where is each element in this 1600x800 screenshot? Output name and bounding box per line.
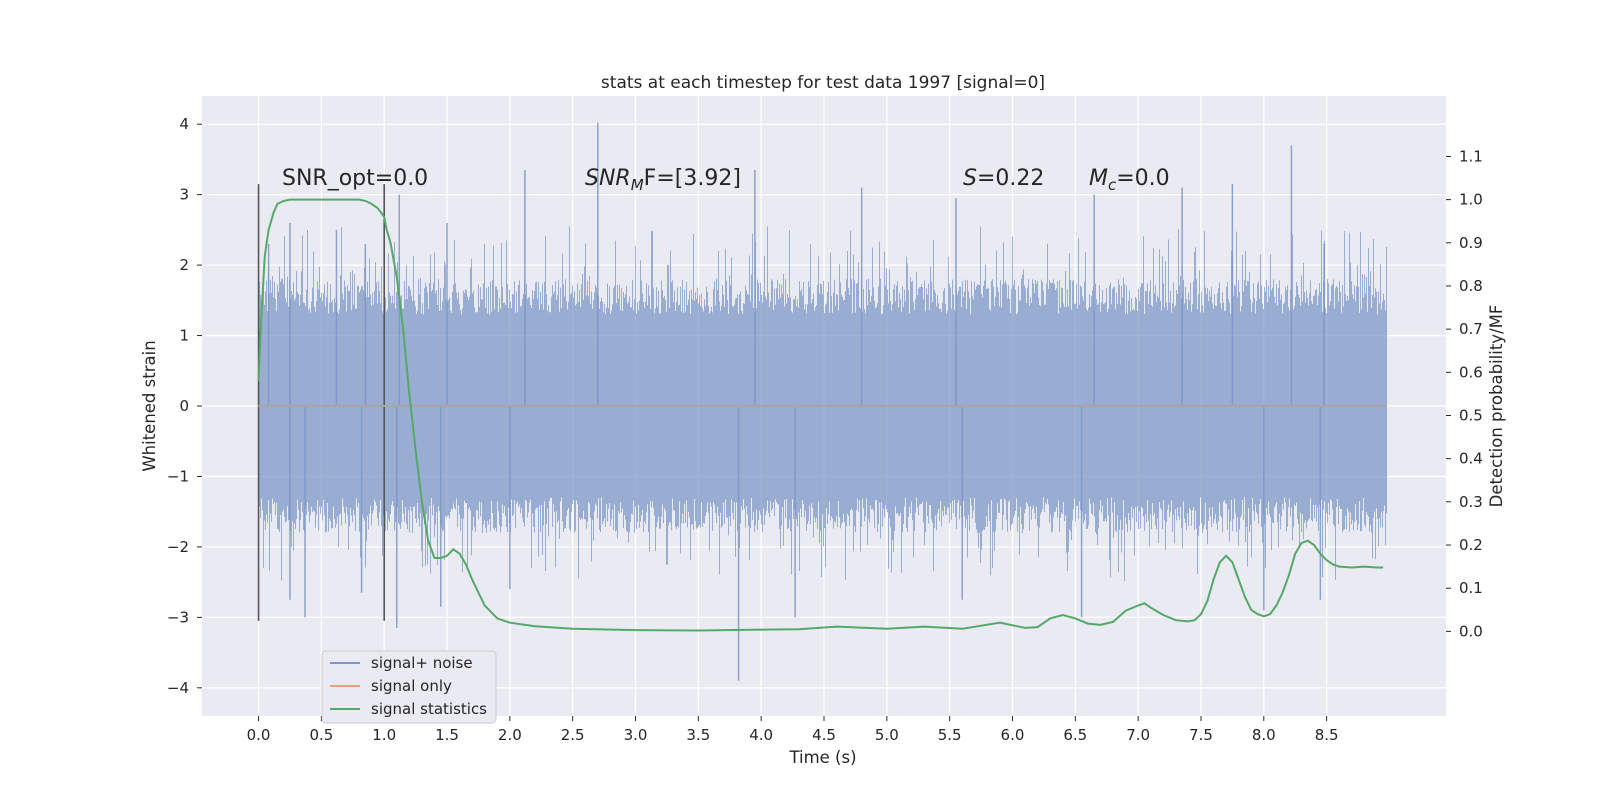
- x-tick-label: 0.0: [247, 726, 271, 744]
- y-left-tick-label: −3: [167, 608, 189, 626]
- y-left-tick-label: −2: [167, 538, 189, 556]
- x-tick-label: 0.5: [309, 726, 333, 744]
- y-right-axis-label: Detection probability/MF: [1487, 305, 1506, 508]
- legend-label-statistics: signal statistics: [371, 700, 487, 718]
- x-tick-label: 3.0: [624, 726, 648, 744]
- x-tick-label: 7.0: [1126, 726, 1150, 744]
- y-right-tick-label: 0.4: [1459, 450, 1483, 468]
- x-tick-label: 7.5: [1189, 726, 1213, 744]
- y-right-tick-label: 1.1: [1459, 147, 1483, 165]
- x-tick-label: 6.0: [1001, 726, 1025, 744]
- legend-label-signal: signal only: [371, 677, 452, 695]
- s-val: =0.22: [977, 166, 1044, 191]
- y-right-axis-ticks: 0.0 0.1 0.2 0.3 0.4 0.5 0.6 0.7 0.8 0.9 1.0 1.1: [1446, 147, 1483, 640]
- snr-mf-rest: F=[3.92]: [644, 166, 741, 191]
- y-left-axis-ticks: −4 −3 −2 −1 0 1 2 3 4: [167, 115, 202, 697]
- mc-annotation: Mc=0.0: [1089, 166, 1170, 194]
- mc-var: M: [1089, 166, 1108, 191]
- x-tick-label: 4.5: [812, 726, 836, 744]
- y-left-tick-label: −1: [167, 467, 189, 485]
- y-right-tick-label: 0.9: [1459, 234, 1483, 252]
- mc-val: =0.0: [1116, 166, 1169, 191]
- x-tick-label: 1.0: [372, 726, 396, 744]
- x-axis-ticks: 0.0 0.5 1.0 1.5 2.0 2.5 3.0 3.5 4.0 4.5 5.0 5.5 6.0 6…: [247, 716, 1339, 744]
- y-right-tick-label: 0.8: [1459, 277, 1483, 295]
- statistics-line: [257, 198, 1384, 632]
- y-right-tick-label: 0.2: [1459, 536, 1483, 554]
- chart-title: stats at each timestep for test data 199…: [601, 73, 1045, 93]
- mc-sub: c: [1108, 176, 1117, 194]
- y-left-tick-label: 0: [179, 397, 189, 415]
- x-tick-label: 2.5: [561, 726, 585, 744]
- y-left-axis-label: Whitened strain: [140, 340, 159, 471]
- legend-box: [321, 650, 497, 724]
- y-right-tick-label: 0.6: [1459, 363, 1483, 381]
- x-tick-label: 6.5: [1063, 726, 1087, 744]
- y-right-tick-label: 0.1: [1459, 579, 1483, 597]
- x-tick-label: 2.0: [498, 726, 522, 744]
- x-axis-label: Time (s): [788, 748, 856, 767]
- snr-mf-sub: M: [631, 176, 644, 194]
- s-annotation: S=0.22: [963, 166, 1044, 191]
- x-tick-label: 5.0: [875, 726, 899, 744]
- snr-mf-annotation: SNRMF=[3.92]: [585, 166, 741, 194]
- y-right-tick-label: 0.0: [1459, 622, 1483, 640]
- x-tick-label: 1.5: [435, 726, 459, 744]
- y-right-tick-label: 0.5: [1459, 406, 1483, 424]
- x-tick-label: 4.0: [749, 726, 773, 744]
- y-left-tick-label: 4: [179, 115, 189, 133]
- statistics-series: [257, 198, 1384, 632]
- y-left-tick-label: 3: [179, 186, 189, 204]
- legend-label-noise: signal+ noise: [371, 654, 473, 672]
- snr-mf-base: SNR: [585, 166, 631, 191]
- y-right-tick-label: 1.0: [1459, 191, 1483, 209]
- x-tick-label: 8.5: [1315, 726, 1339, 744]
- legend: signal+ noise signal only signal statist…: [321, 650, 497, 724]
- snr-opt-annotation: SNR_opt=0.0: [282, 166, 428, 191]
- x-tick-label: 5.5: [938, 726, 962, 744]
- x-tick-label: 8.0: [1252, 726, 1276, 744]
- y-left-tick-label: −4: [167, 679, 189, 697]
- s-var: S: [963, 166, 977, 191]
- x-tick-label: 3.5: [686, 726, 710, 744]
- vertical-markers: [257, 184, 386, 621]
- y-left-tick-label: 1: [179, 327, 189, 345]
- y-left-tick-label: 2: [179, 256, 189, 274]
- y-right-tick-label: 0.7: [1459, 320, 1483, 338]
- y-right-tick-label: 0.3: [1459, 493, 1483, 511]
